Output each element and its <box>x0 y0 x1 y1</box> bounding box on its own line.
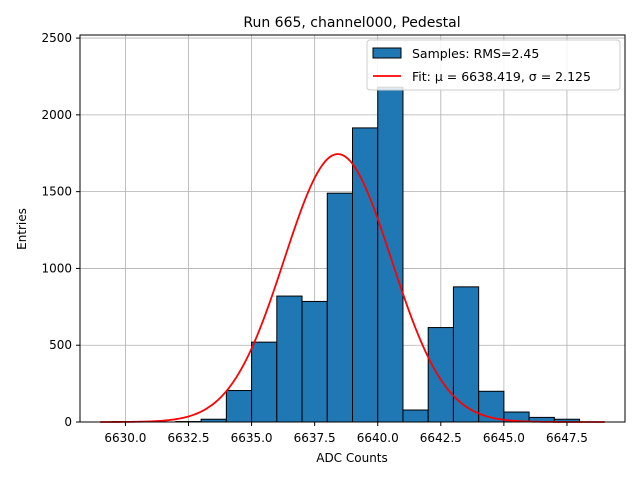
histogram-bar-10 <box>427 327 454 423</box>
histogram-bars <box>175 86 581 423</box>
x-tick-label-0: 6630.0 <box>104 431 146 445</box>
x-tick-label-5: 6642.5 <box>420 431 462 445</box>
x-tick-label-7: 6647.5 <box>546 431 588 445</box>
fit-curve <box>100 153 605 423</box>
fit-curve-layer <box>100 153 605 423</box>
x-tick-label-1: 6632.5 <box>167 431 209 445</box>
legend-box <box>366 39 621 91</box>
y-tick-label-1: 500 <box>49 338 72 352</box>
x-tick-label-4: 6640.0 <box>357 431 399 445</box>
histogram-bar-3 <box>251 341 278 423</box>
histogram-bar-11 <box>452 286 480 423</box>
y-tick-label-3: 1500 <box>41 185 72 199</box>
y-axis-ticks: 0 500 1000 1500 2000 2500 <box>41 31 80 429</box>
legend-label-fit: Fit: μ = 6638.419, σ = 2.125 <box>412 69 591 84</box>
x-tick-label-6: 6645.0 <box>483 431 525 445</box>
legend: Samples: RMS=2.45 Fit: μ = 6638.419, σ =… <box>366 39 621 91</box>
histogram-bar-7 <box>352 127 379 423</box>
y-axis-label: Entries <box>15 208 29 250</box>
chart-title: Run 665, channel000, Pedestal <box>243 15 460 31</box>
y-tick-label-2: 1000 <box>41 261 72 275</box>
x-axis-label: ADC Counts <box>316 451 388 465</box>
y-tick-label-4: 2000 <box>41 108 72 122</box>
y-tick-label-0: 0 <box>64 415 72 429</box>
histogram-bar-4 <box>276 295 303 423</box>
histogram-bar-2 <box>225 390 253 423</box>
histogram-bar-9 <box>402 409 429 423</box>
y-tick-label-5: 2500 <box>41 31 72 45</box>
x-axis-ticks: 6630.0 6632.5 6635.0 6637.5 6640.0 6642.5 6645… <box>104 422 588 445</box>
legend-label-samples: Samples: RMS=2.45 <box>412 46 539 61</box>
x-tick-label-2: 6635.0 <box>231 431 273 445</box>
histogram-bar-6 <box>326 192 354 423</box>
x-tick-label-3: 6637.5 <box>294 431 336 445</box>
histogram-bar-5 <box>301 300 328 423</box>
plot-frame <box>79 34 626 423</box>
legend-patch-samples <box>372 47 402 59</box>
